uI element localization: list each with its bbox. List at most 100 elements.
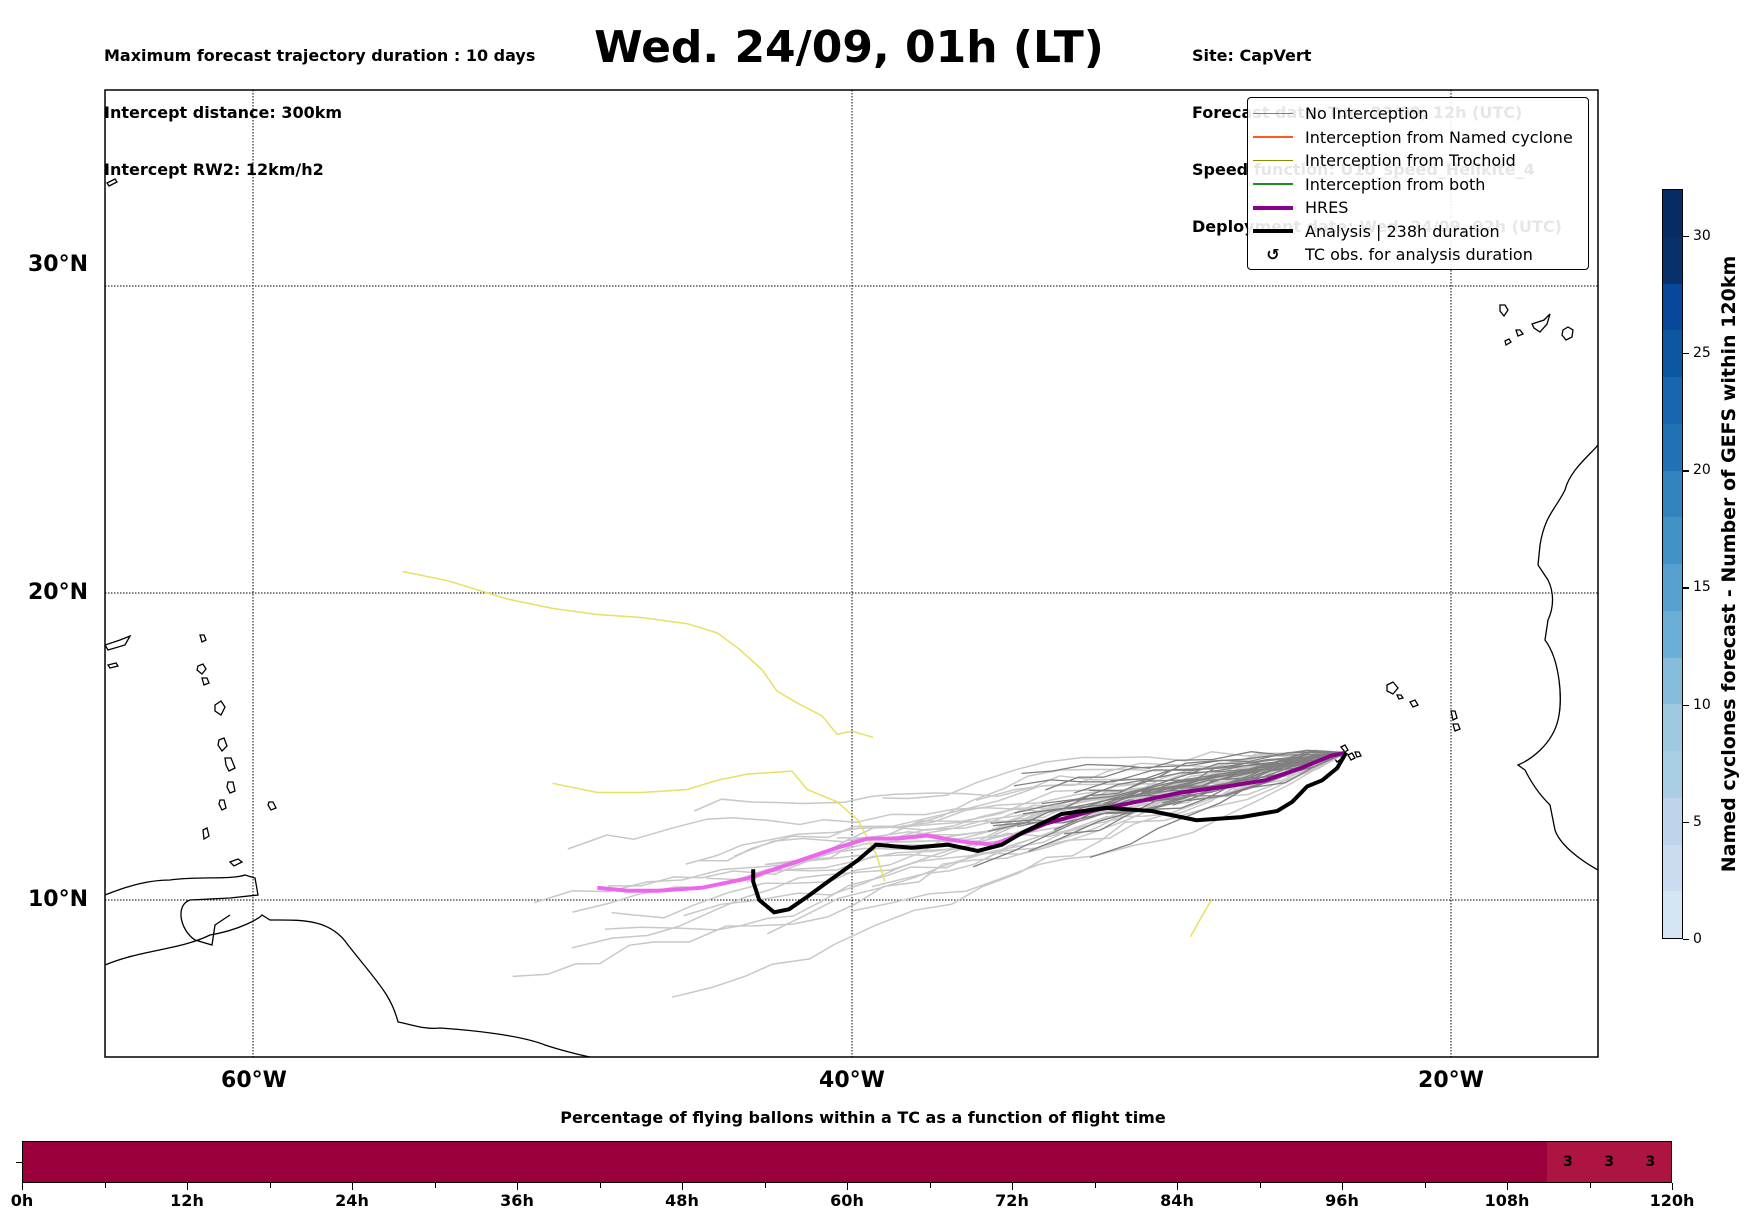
colorbar-segment — [1663, 236, 1682, 284]
legend-label: Interception from Trochoid — [1305, 151, 1516, 170]
colorbar-tick — [1683, 821, 1689, 824]
tc-bar-cell: 3 — [1588, 1142, 1630, 1182]
tc-bar-tick — [1424, 1183, 1426, 1188]
colorbar-segment — [1663, 704, 1682, 751]
tc-bar-tick — [764, 1183, 766, 1188]
coast-south-america — [105, 914, 591, 1057]
legend-item: HRES — [1248, 196, 1348, 219]
lat-label-20n: 20°N — [27, 580, 88, 605]
coast-venezuela-trinidad — [105, 874, 259, 946]
legend-line-swatch — [1253, 229, 1293, 233]
graticule — [105, 90, 1598, 1057]
ensemble-track — [1023, 751, 1347, 815]
tc-bar-tick-label: 72h — [995, 1191, 1029, 1210]
tc-bar-tick-label: 84h — [1160, 1191, 1194, 1210]
coast-madeira — [106, 178, 118, 187]
colorbar-tick-label: 15 — [1693, 579, 1711, 596]
ensemble-track — [693, 751, 1347, 812]
tc-bar-tick-label: 12h — [170, 1191, 204, 1210]
tc-bar-tick — [434, 1183, 436, 1188]
hres-track — [1015, 750, 1347, 838]
legend-item: Interception from both — [1248, 173, 1485, 196]
tc-bar-tick — [1672, 1183, 1674, 1190]
legend-label: TC obs. for analysis duration — [1305, 245, 1533, 264]
colorbar-segment — [1663, 470, 1682, 518]
colorbar-tick-label: 25 — [1693, 345, 1711, 362]
legend-item: Interception from Trochoid — [1248, 149, 1516, 172]
ensemble-track — [1045, 751, 1347, 791]
ensemble-track — [882, 751, 1347, 800]
ensemble-track — [1072, 751, 1347, 813]
legend-label: No Interception — [1305, 104, 1429, 123]
tc-bar-cell: 3 — [1629, 1142, 1672, 1182]
lon-label-60w: 60°W — [221, 1068, 287, 1093]
colorbar-segment — [1663, 610, 1682, 658]
coast-hispaniola-pr — [105, 634, 132, 669]
legend-label: Interception from Named cyclone — [1305, 127, 1573, 147]
colorbar-tick — [1683, 704, 1689, 706]
colorbar-tick — [1683, 235, 1689, 238]
trajectories — [402, 570, 1348, 998]
colorbar-segment — [1663, 891, 1682, 938]
colorbar-tick — [1683, 353, 1689, 355]
lon-label-20w: 20°W — [1418, 1068, 1484, 1093]
coast-lesser-antilles — [196, 634, 277, 867]
tc-bar-tick — [682, 1183, 684, 1190]
tc-bar-tick — [1094, 1183, 1096, 1188]
colorbar-segment — [1663, 190, 1682, 237]
tc-bar-tick-label: 108h — [1484, 1191, 1530, 1210]
tc-bar-tick-label: 0h — [10, 1191, 34, 1210]
tc-bar-tick — [187, 1183, 189, 1190]
tc-bar-tick-label: 96h — [1325, 1191, 1359, 1210]
colorbar-segment — [1663, 517, 1682, 564]
legend-line-swatch — [1253, 159, 1293, 162]
trochoid-light-track — [402, 570, 874, 739]
tc-bar-tick-label: 36h — [500, 1191, 534, 1210]
legend-item: Analysis | 238h duration — [1248, 220, 1500, 243]
tc-bar-tick — [599, 1183, 601, 1188]
legend-label: Analysis | 238h duration — [1305, 221, 1500, 241]
tc-bar-tick — [1342, 1183, 1344, 1190]
tc-bar-ytick — [16, 1162, 22, 1164]
legend-label: Interception from both — [1305, 174, 1486, 194]
colorbar-tick — [1683, 587, 1689, 589]
colorbar-segment — [1663, 797, 1682, 845]
tc-bar-tick — [1507, 1183, 1509, 1190]
colorbar-tick — [1683, 939, 1689, 941]
legend-item: ↺ TC obs. for analysis duration — [1248, 243, 1533, 266]
trochoid-light-track — [1189, 899, 1213, 938]
tc-bar-tick — [1589, 1183, 1591, 1188]
tc-bar-tick-label: 60h — [830, 1191, 864, 1210]
colorbar-tick — [1683, 470, 1689, 472]
tc-bar-tick — [104, 1183, 106, 1188]
colorbar — [1662, 189, 1683, 939]
map-frame — [104, 89, 1599, 1058]
map-legend: No Interception Interception from Named c… — [1247, 97, 1589, 270]
legend-item: No Interception — [1248, 102, 1429, 125]
hres-track-extended — [597, 833, 1018, 893]
forecast-parameters: Maximum forecast trajectory duration : 1… — [104, 8, 535, 198]
colorbar-tick-label: 10 — [1693, 696, 1711, 713]
analysis-track — [751, 751, 1348, 915]
ensemble-track — [571, 751, 1347, 949]
tc-bar-tick — [22, 1183, 24, 1190]
colorbar-segment — [1663, 330, 1682, 377]
tc-bar-tick — [1177, 1183, 1179, 1190]
coastlines — [105, 178, 1598, 1057]
site-text: Site: CapVert — [1192, 46, 1312, 65]
coast-west-africa — [1516, 444, 1598, 871]
tc-bar-cell — [23, 1142, 1548, 1182]
page-title: Wed. 24/09, 01h (LT) — [594, 22, 1104, 73]
colorbar-tick-label: 0 — [1693, 931, 1702, 947]
colorbar-segment — [1663, 283, 1682, 331]
ensemble-track — [851, 751, 1347, 912]
colorbar-segment — [1663, 844, 1682, 892]
legend-line-swatch — [1253, 136, 1293, 138]
ensemble-track — [671, 751, 1347, 998]
ensemble-track — [1089, 752, 1347, 859]
legend-label: HRES — [1305, 198, 1349, 217]
tc-bar-tick — [1259, 1183, 1261, 1188]
lat-label-10n: 10°N — [27, 887, 88, 912]
colorbar-segment — [1663, 564, 1682, 611]
